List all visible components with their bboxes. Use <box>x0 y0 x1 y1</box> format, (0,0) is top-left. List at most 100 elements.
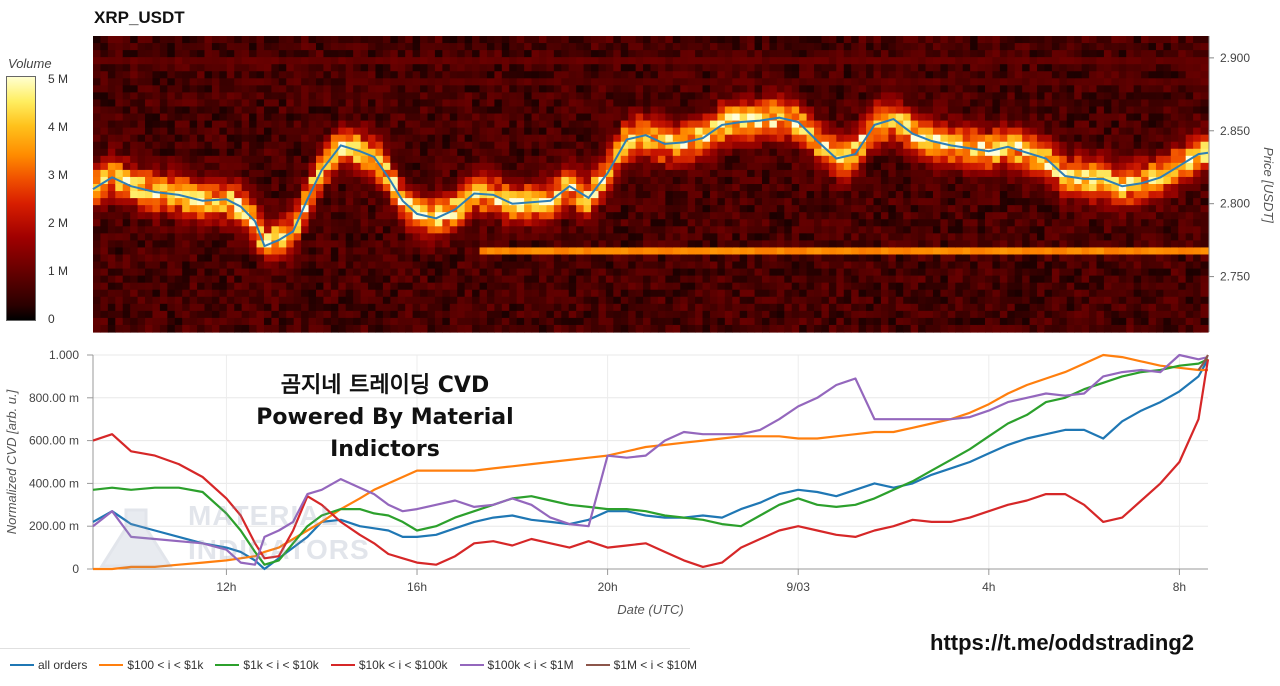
heatmap-cell <box>397 205 406 213</box>
heatmap-cell <box>375 240 384 249</box>
heatmap-cell <box>286 169 295 178</box>
heatmap-cell <box>635 310 644 319</box>
heatmap-cell <box>814 289 823 298</box>
heatmap-cell <box>323 247 332 256</box>
heatmap-cell <box>806 198 815 206</box>
heatmap-cell <box>531 268 540 277</box>
heatmap-cell <box>115 43 124 51</box>
heatmap-cell <box>754 85 763 93</box>
heatmap-cell <box>472 134 481 143</box>
heatmap-cell <box>672 289 681 298</box>
heatmap-cell <box>910 113 919 122</box>
heatmap-cell <box>360 219 369 227</box>
heatmap-cell <box>93 162 102 171</box>
heatmap-cell <box>397 134 406 143</box>
heatmap-cell <box>167 198 176 206</box>
heatmap-cell <box>650 247 659 256</box>
heatmap-cell <box>828 324 837 333</box>
heatmap-cell <box>93 317 102 326</box>
heatmap-cell <box>717 85 726 93</box>
heatmap-cell <box>420 127 429 136</box>
heatmap-cell <box>464 85 473 93</box>
heatmap-cell <box>643 127 652 136</box>
heatmap-cell <box>880 57 889 65</box>
heatmap-cell <box>828 275 837 284</box>
heatmap-cell <box>947 78 956 86</box>
heatmap-cell <box>524 176 533 185</box>
heatmap-cell <box>345 310 354 319</box>
heatmap-cell <box>880 233 889 241</box>
heatmap-cell <box>115 240 124 249</box>
heatmap-cell <box>895 169 904 178</box>
heatmap-cell <box>107 120 116 129</box>
heatmap-cell <box>754 226 763 234</box>
heatmap-cell <box>420 184 429 192</box>
heatmap-cell <box>680 219 689 227</box>
heatmap-cell <box>539 226 548 234</box>
heatmap-cell <box>524 268 533 277</box>
heatmap-cell <box>724 296 733 305</box>
heatmap-cell <box>501 324 510 333</box>
heatmap-cell <box>256 169 265 178</box>
heatmap <box>92 36 1209 333</box>
heatmap-cell <box>910 71 919 79</box>
heatmap-cell <box>776 50 785 58</box>
heatmap-cell <box>152 226 161 234</box>
heatmap-cell <box>278 127 287 136</box>
heatmap-cell <box>903 120 912 129</box>
heatmap-cell <box>858 303 867 312</box>
heatmap-cell <box>888 317 897 326</box>
heatmap-cell <box>591 233 600 241</box>
heatmap-cell <box>814 120 823 129</box>
heatmap-cell <box>724 261 733 270</box>
heatmap-cell <box>360 324 369 333</box>
heatmap-cell <box>308 120 317 129</box>
heatmap-cell <box>234 85 243 93</box>
heatmap-cell <box>197 268 206 277</box>
heatmap-cell <box>970 205 979 213</box>
heatmap-cell <box>873 113 882 122</box>
heatmap-cell <box>479 247 488 256</box>
heatmap-cell <box>509 134 518 143</box>
heatmap-cell <box>100 289 109 298</box>
heatmap-cell <box>159 85 168 93</box>
heatmap-cell <box>509 78 518 86</box>
heatmap-cell <box>836 289 845 298</box>
heatmap-cell <box>219 191 228 199</box>
heatmap-cell <box>650 289 659 298</box>
heatmap-cell <box>278 64 287 72</box>
heatmap-cell <box>516 303 525 312</box>
heatmap-cell <box>546 120 555 129</box>
heatmap-cell <box>605 219 614 227</box>
heatmap-cell <box>814 268 823 277</box>
heatmap-cell <box>903 78 912 86</box>
heatmap-cell <box>524 282 533 291</box>
heatmap-cell <box>665 85 674 93</box>
heatmap-cell <box>211 198 220 206</box>
heatmap-cell <box>524 78 533 86</box>
heatmap-cell <box>107 324 116 333</box>
heatmap-cell <box>211 162 220 171</box>
heatmap-cell <box>687 141 696 150</box>
heatmap-cell <box>591 127 600 136</box>
heatmap-cell <box>152 64 161 72</box>
heatmap-cell <box>747 254 756 263</box>
heatmap-cell <box>591 50 600 58</box>
heatmap-cell <box>888 303 897 312</box>
heatmap-cell <box>895 127 904 136</box>
heatmap-cell <box>680 127 689 136</box>
heatmap-cell <box>204 141 213 150</box>
heatmap-cell <box>576 268 585 277</box>
heatmap-cell <box>524 120 533 129</box>
heatmap-cell <box>382 43 391 51</box>
heatmap-cell <box>375 120 384 129</box>
heatmap-cell <box>650 184 659 192</box>
heatmap-cell <box>174 162 183 171</box>
heatmap-cell <box>93 141 102 150</box>
heatmap-cell <box>293 113 302 122</box>
heatmap-cell <box>330 303 339 312</box>
heatmap-cell <box>100 120 109 129</box>
heatmap-cell <box>828 148 837 157</box>
heatmap-cell <box>605 162 614 171</box>
heatmap-cell <box>449 169 458 178</box>
